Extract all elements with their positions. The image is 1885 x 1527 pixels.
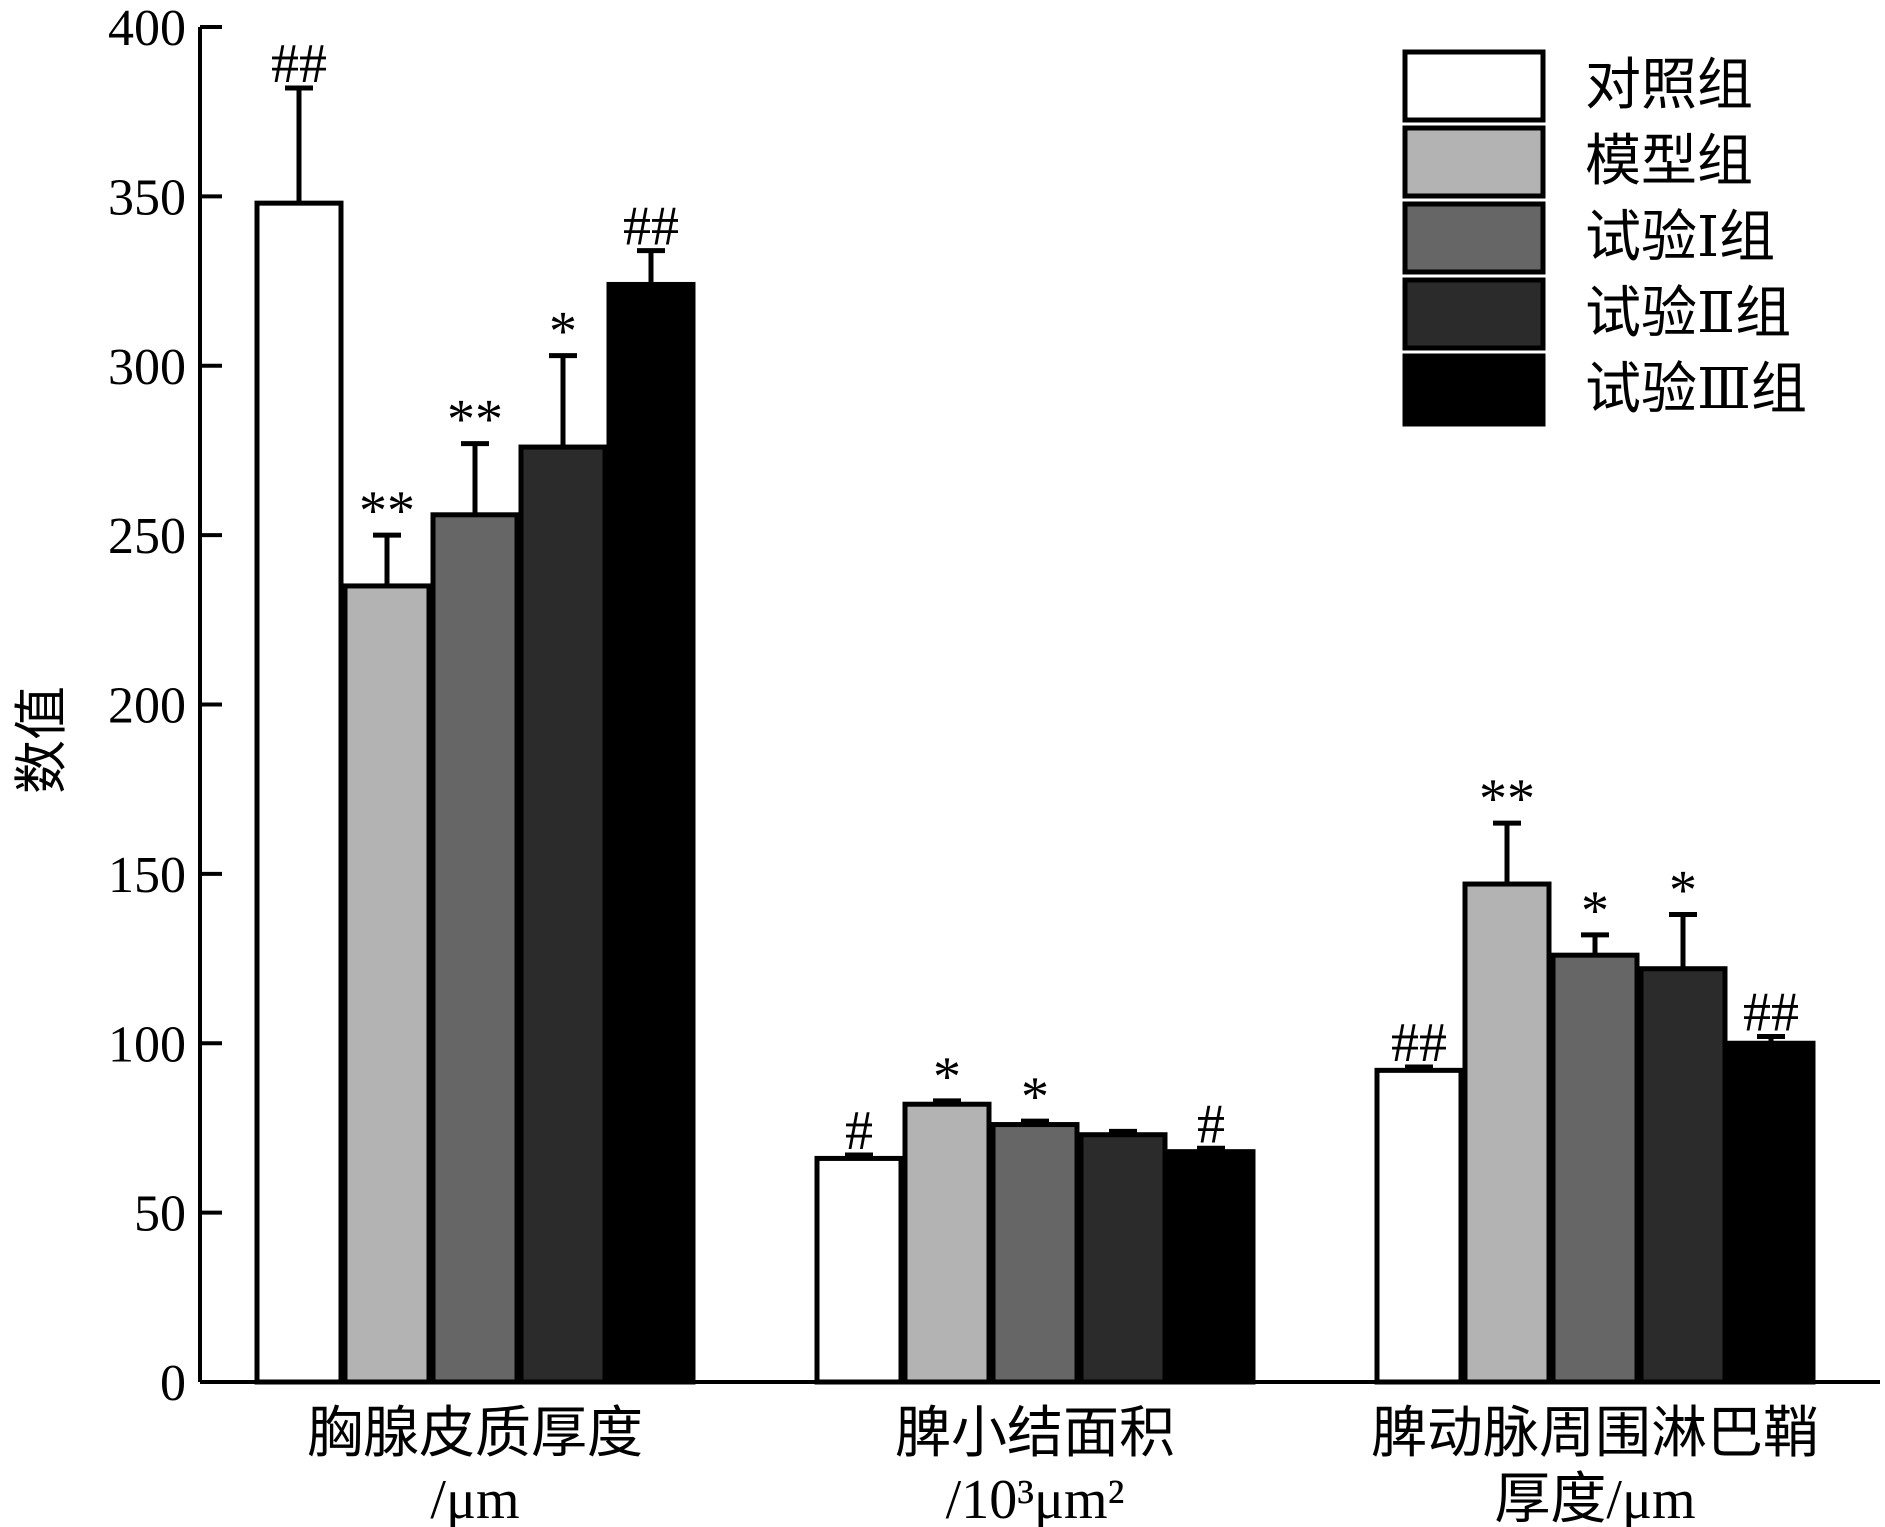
bar — [814, 1155, 904, 1385]
significance-mark: ## — [271, 33, 327, 95]
x-tick-label-unit: /10³μm² — [946, 1469, 1125, 1527]
x-tick-label: 脾小结面积 — [895, 1403, 1175, 1465]
significance-mark: ** — [1479, 768, 1535, 830]
legend-swatch — [1402, 277, 1546, 351]
y-tick-label: 350 — [108, 169, 186, 226]
y-tick-label: 100 — [108, 1016, 186, 1073]
y-tick-label: 0 — [160, 1355, 186, 1412]
y-tick-label: 50 — [134, 1186, 186, 1243]
significance-mark: ## — [1743, 981, 1799, 1043]
y-tick-label: 250 — [108, 508, 186, 565]
bar — [1166, 1149, 1256, 1385]
bar — [430, 512, 520, 1385]
significance-mark: ** — [359, 480, 415, 542]
bar — [1462, 881, 1552, 1385]
bar — [606, 281, 696, 1385]
y-tick-label: 300 — [108, 339, 186, 396]
legend-label: 试验Ⅱ组 — [1585, 283, 1791, 345]
y-tick-label: 400 — [108, 0, 186, 57]
bar — [342, 583, 432, 1385]
plot-area: 0 50 100 150 200 250 300 350 400 胸腺皮质厚度/μm 脾小结面积/1… — [108, 0, 1880, 1527]
legend-swatch — [1402, 201, 1546, 275]
bar — [1374, 1067, 1464, 1385]
bar — [1638, 966, 1728, 1385]
y-tick-label: 150 — [108, 847, 186, 904]
significance-mark: ** — [447, 389, 503, 451]
significance-mark: * — [1669, 860, 1697, 922]
bar — [1726, 1040, 1816, 1385]
significance-mark: * — [549, 301, 577, 363]
legend-label: 模型组 — [1585, 131, 1753, 193]
legend-label: 试验Ⅰ组 — [1585, 207, 1775, 269]
significance-mark: * — [1021, 1066, 1049, 1128]
x-tick-label: 脾动脉周围淋巴鞘 — [1371, 1403, 1819, 1465]
significance-mark: ## — [623, 196, 679, 258]
bar — [1078, 1132, 1168, 1385]
legend-swatch — [1402, 353, 1546, 427]
legend-swatch — [1402, 125, 1546, 199]
x-tick-label: 胸腺皮质厚度 — [307, 1403, 643, 1465]
significance-mark: * — [1581, 880, 1609, 942]
legend-swatch — [1402, 49, 1546, 123]
significance-mark: * — [933, 1046, 961, 1108]
significance-mark: ## — [1391, 1012, 1447, 1074]
bar — [990, 1122, 1080, 1385]
bar — [254, 200, 344, 1385]
x-tick-label-unit: 厚度/μm — [1494, 1469, 1695, 1527]
bar — [902, 1101, 992, 1385]
x-tick-label-unit: /μm — [430, 1469, 519, 1527]
y-axis-label: 数值 — [12, 686, 72, 794]
bar — [1550, 952, 1640, 1385]
y-tick-label: 200 — [108, 678, 186, 735]
legend-label: 试验Ⅲ组 — [1585, 359, 1807, 421]
bar — [518, 444, 608, 1385]
significance-mark: # — [1197, 1093, 1225, 1155]
significance-mark: # — [845, 1100, 873, 1162]
legend-label: 对照组 — [1585, 55, 1753, 117]
